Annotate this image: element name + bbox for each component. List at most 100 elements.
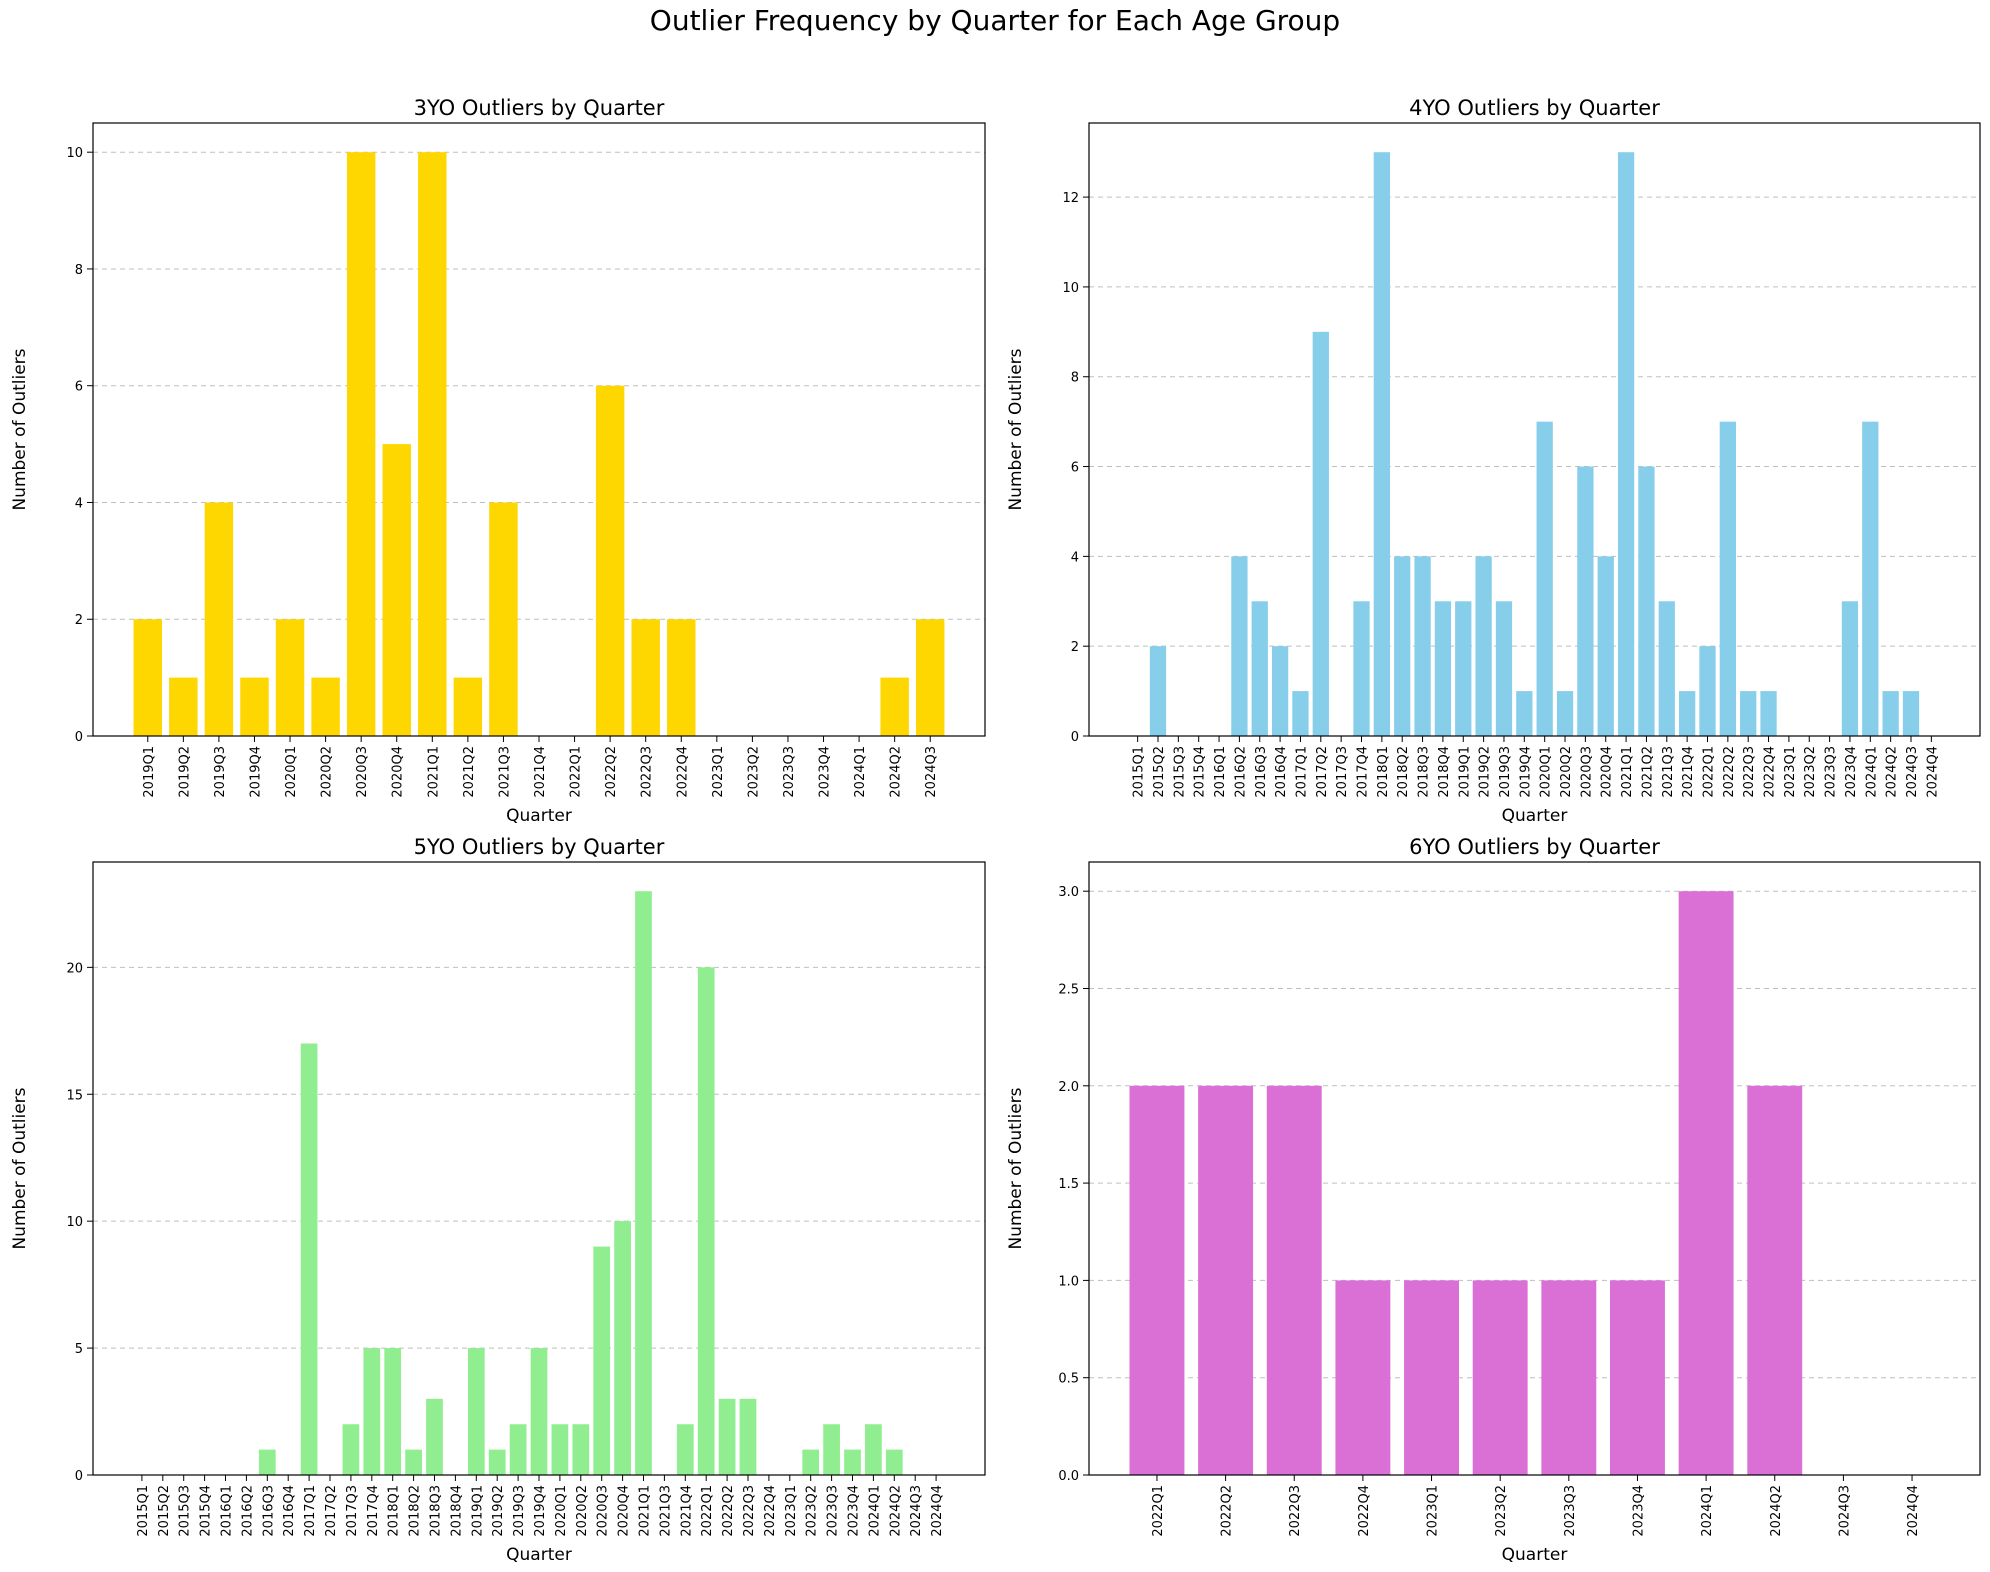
- x-tick-label: 2018Q1: [1376, 746, 1391, 798]
- bar-2023Q3: [1541, 1280, 1597, 1475]
- x-tick-label: 2019Q4: [1518, 746, 1533, 798]
- bar-2019Q3: [509, 1424, 527, 1475]
- bar-2022Q2: [595, 385, 625, 736]
- x-tick-label: 2023Q2: [746, 746, 761, 798]
- bar-2019Q1: [1455, 601, 1472, 736]
- bar-2021Q2: [1638, 466, 1655, 736]
- y-tick-label: 2: [75, 613, 83, 628]
- y-tick-label: 15: [66, 1088, 83, 1103]
- x-tick-label: 2020Q1: [1539, 746, 1554, 798]
- x-tick-label: 2018Q1: [387, 1485, 402, 1537]
- y-axis-label: Number of Outliers: [1006, 1087, 1026, 1249]
- x-tick-label: 2019Q1: [470, 1485, 485, 1537]
- y-tick-label: 10: [66, 1215, 83, 1230]
- x-tick-label: 2024Q1: [1700, 1485, 1715, 1537]
- x-tick-label: 2023Q4: [818, 746, 833, 798]
- x-tick-label: 2019Q1: [1457, 746, 1472, 798]
- x-tick-label: 2021Q1: [637, 1485, 652, 1537]
- bar-2021Q3: [1658, 601, 1675, 736]
- x-tick-label: 2015Q4: [1193, 746, 1208, 798]
- x-tick-label: 2020Q2: [575, 1485, 590, 1537]
- x-tick-label: 2017Q1: [1294, 746, 1309, 798]
- x-tick-label: 2024Q2: [1769, 1485, 1784, 1537]
- x-tick-label: 2022Q2: [1220, 1485, 1235, 1537]
- x-tick-label: 2022Q2: [604, 746, 619, 798]
- x-tick-label: 2021Q1: [1620, 746, 1635, 798]
- x-tick-label: 2022Q3: [742, 1485, 757, 1537]
- bar-2023Q4: [844, 1449, 861, 1475]
- x-tick-label: 2015Q1: [1132, 746, 1147, 798]
- x-tick-label: 2016Q4: [1274, 746, 1289, 798]
- x-tick-label: 2018Q3: [1417, 746, 1432, 798]
- x-tick-label: 2015Q3: [1172, 746, 1187, 798]
- y-tick-label: 0.0: [1058, 1469, 1079, 1484]
- x-tick-label: 2020Q3: [596, 1485, 611, 1537]
- x-axis-label: Quarter: [506, 1545, 572, 1565]
- y-tick-label: 10: [1062, 281, 1079, 296]
- bar-2020Q1: [551, 1424, 569, 1475]
- bar-2018Q3: [1414, 556, 1431, 736]
- subplot-title: 5YO Outliers by Quarter: [414, 835, 665, 859]
- x-tick-label: 2016Q3: [1254, 746, 1269, 798]
- x-tick-label: 2023Q2: [805, 1485, 820, 1537]
- x-tick-label: 2017Q3: [1335, 746, 1350, 798]
- bar-2023Q2: [1472, 1280, 1528, 1475]
- x-tick-label: 2024Q4: [1925, 746, 1940, 798]
- x-tick-label: 2024Q3: [924, 746, 939, 798]
- subplot-title: 3YO Outliers by Quarter: [414, 96, 665, 120]
- bar-2018Q2: [405, 1449, 422, 1475]
- y-tick-label: 0: [75, 730, 83, 745]
- bar-2022Q3: [631, 619, 660, 736]
- y-axis-label: Number of Outliers: [10, 1087, 30, 1249]
- bar-2019Q4: [240, 677, 269, 736]
- bar-2022Q2: [718, 1398, 736, 1475]
- x-tick-label: 2018Q4: [449, 1485, 464, 1537]
- x-tick-label: 2019Q4: [248, 746, 263, 798]
- x-tick-label: 2024Q4: [930, 1485, 945, 1537]
- y-tick-label: 2: [1071, 640, 1079, 655]
- y-tick-label: 12: [1062, 191, 1079, 206]
- x-tick-label: 2022Q3: [1288, 1485, 1303, 1537]
- x-tick-label: 2019Q2: [177, 746, 192, 798]
- x-tick-label: 2024Q2: [1885, 746, 1900, 798]
- x-tick-label: 2021Q4: [1681, 746, 1696, 798]
- bar-2015Q2: [1149, 646, 1167, 736]
- x-tick-label: 2016Q2: [1233, 746, 1248, 798]
- x-tick-label: 2015Q1: [136, 1485, 151, 1537]
- x-tick-label: 2023Q3: [782, 746, 797, 798]
- x-tick-label: 2022Q1: [1151, 1485, 1166, 1537]
- x-tick-label: 2022Q4: [763, 1485, 778, 1537]
- bar-2018Q4: [1434, 601, 1452, 736]
- bar-2022Q1: [1699, 646, 1716, 736]
- bar-2022Q4: [667, 619, 696, 736]
- y-axis-label: Number of Outliers: [10, 348, 30, 510]
- bar-2022Q3: [739, 1398, 757, 1475]
- x-tick-label: 2016Q4: [282, 1485, 297, 1537]
- bar-2023Q4: [1610, 1280, 1665, 1475]
- x-tick-label: 2015Q2: [1152, 746, 1167, 798]
- x-tick-label: 2024Q3: [1837, 1485, 1852, 1537]
- x-tick-label: 2022Q3: [1742, 746, 1757, 798]
- x-tick-label: 2023Q1: [1783, 746, 1798, 798]
- x-tick-label: 2015Q2: [157, 1485, 172, 1537]
- bar-2019Q2: [1475, 556, 1492, 736]
- bar-2017Q4: [1353, 601, 1370, 736]
- x-tick-label: 2020Q4: [1600, 746, 1615, 798]
- x-tick-label: 2022Q4: [1357, 1485, 1372, 1537]
- x-tick-label: 2020Q1: [554, 1485, 569, 1537]
- x-tick-label: 2022Q4: [1763, 746, 1778, 798]
- bar-2019Q2: [169, 677, 198, 736]
- axes-frame: [1088, 861, 1981, 1476]
- x-tick-label: 2017Q4: [366, 1485, 381, 1537]
- bar-2019Q4: [1516, 691, 1533, 736]
- bar-2018Q3: [426, 1398, 443, 1475]
- figure-title: Outlier Frequency by Quarter for Each Ag…: [649, 4, 1341, 37]
- x-tick-label: 2021Q4: [533, 746, 548, 798]
- bar-2020Q1: [275, 619, 305, 736]
- subplot-title: 6YO Outliers by Quarter: [1409, 835, 1660, 859]
- y-tick-label: 6: [1071, 461, 1079, 476]
- chart-5yo: 0 5 10 15 20 2015Q1 2015Q2 2015Q3 2015Q4 2016Q1 20…: [10, 835, 986, 1565]
- x-tick-label: 2021Q3: [1661, 746, 1676, 798]
- bar-2020Q2: [311, 677, 340, 736]
- bar-2023Q1: [1404, 1280, 1459, 1475]
